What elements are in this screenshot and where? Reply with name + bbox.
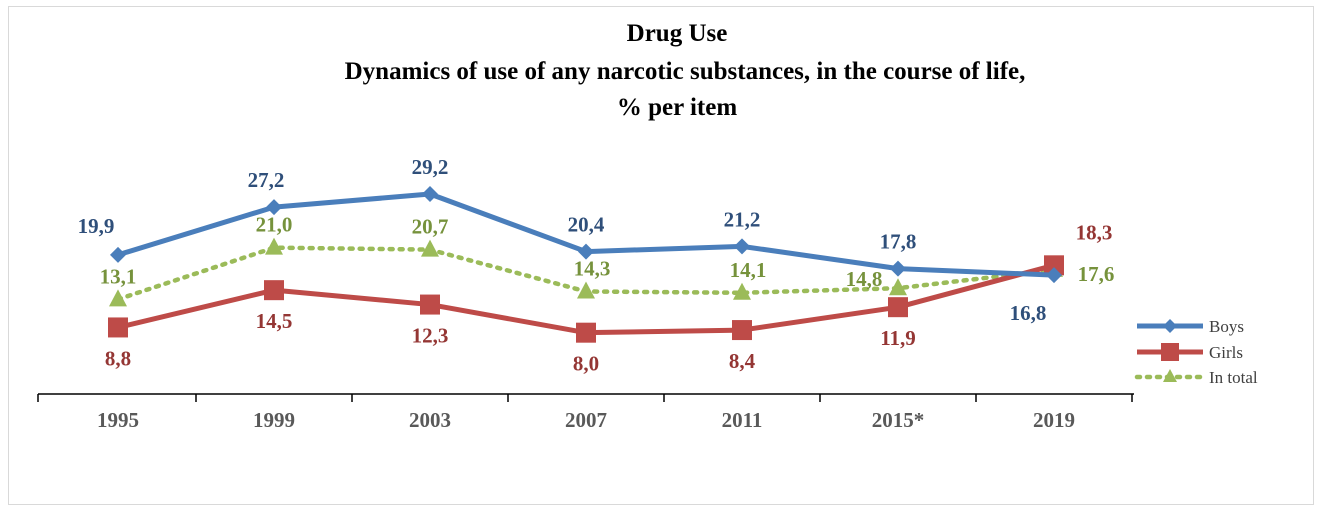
legend-item-boys: Boys [1137,317,1244,336]
legend-label: Boys [1209,317,1244,336]
girls-line-group [108,255,1064,343]
x-tick-label: 2015* [872,408,925,432]
total-data-label: 14,1 [730,258,767,282]
x-tick-label: 2003 [409,408,451,432]
total-data-label: 13,1 [100,264,137,288]
x-tick-label: 1999 [253,408,295,432]
boys-point [1046,267,1062,284]
x-axis-ticks: 1995 1999 2003 2007 2011 2015* 2019 [37,394,1133,432]
boys-data-label: 27,2 [248,168,285,192]
legend-item-girls: Girls [1137,343,1243,362]
girls-data-label: 18,3 [1076,220,1113,244]
boys-point [578,243,594,260]
girls-data-label: 8,4 [729,349,756,373]
boys-point [422,186,438,203]
total-point [577,281,595,299]
boys-line-group [110,186,1062,284]
girls-data-label: 12,3 [412,324,449,348]
total-point [733,282,751,300]
girls-point [264,280,284,301]
total-point [889,278,907,296]
data-labels: 19,9 27,2 29,2 20,4 21,2 17,8 16,8 8,8 14,5 12,3 8… [78,155,1115,376]
total-data-label: 14,8 [846,267,883,291]
girls-point [888,297,908,318]
total-data-label: 20,7 [412,215,449,239]
chart-frame [8,6,1314,505]
boys-data-label: 17,8 [880,230,917,254]
chart-title: Drug Use [627,20,728,47]
legend-label: In total [1209,368,1258,387]
legend-label: Girls [1209,343,1243,362]
boys-point [110,246,126,263]
series-layer [108,186,1064,343]
chart-subtitle-line-1: Dynamics of use of any narcotic substanc… [345,58,1026,85]
legend-item-total: In total [1134,368,1258,387]
boys-data-label: 19,9 [78,214,115,238]
chart-subtitle-line-2: % per item [617,94,738,121]
x-tick-label: 2007 [565,408,607,432]
girls-data-label: 14,5 [256,309,293,333]
girls-point [108,317,128,338]
boys-data-label: 20,4 [568,213,605,237]
boys-data-label: 29,2 [412,155,449,179]
legend-diamond-marker [1163,319,1177,333]
total-point [265,237,283,255]
boys-point [734,238,750,255]
total-data-label: 21,0 [256,213,293,237]
legend: Boys Girls In total [1134,317,1258,387]
total-data-label: 17,6 [1078,262,1115,286]
girls-data-label: 8,0 [573,352,599,376]
boys-point [266,199,282,216]
girls-point [732,320,752,341]
total-data-label: 14,3 [574,256,611,280]
girls-point [576,322,596,343]
x-tick-label: 2011 [722,408,763,432]
boys-point [890,260,906,277]
total-point [109,289,127,307]
boys-data-label: 21,2 [724,207,761,231]
legend-triangle-marker [1163,369,1177,382]
girls-data-label: 11,9 [880,326,916,350]
boys-data-label: 16,8 [1010,301,1047,325]
girls-point [1044,255,1064,276]
total-point [421,239,439,257]
legend-square-marker [1161,343,1179,361]
girls-data-label: 8,8 [105,346,131,370]
x-tick-label: 1995 [97,408,139,432]
x-tick-label: 2019 [1033,408,1075,432]
girls-point [420,294,440,315]
